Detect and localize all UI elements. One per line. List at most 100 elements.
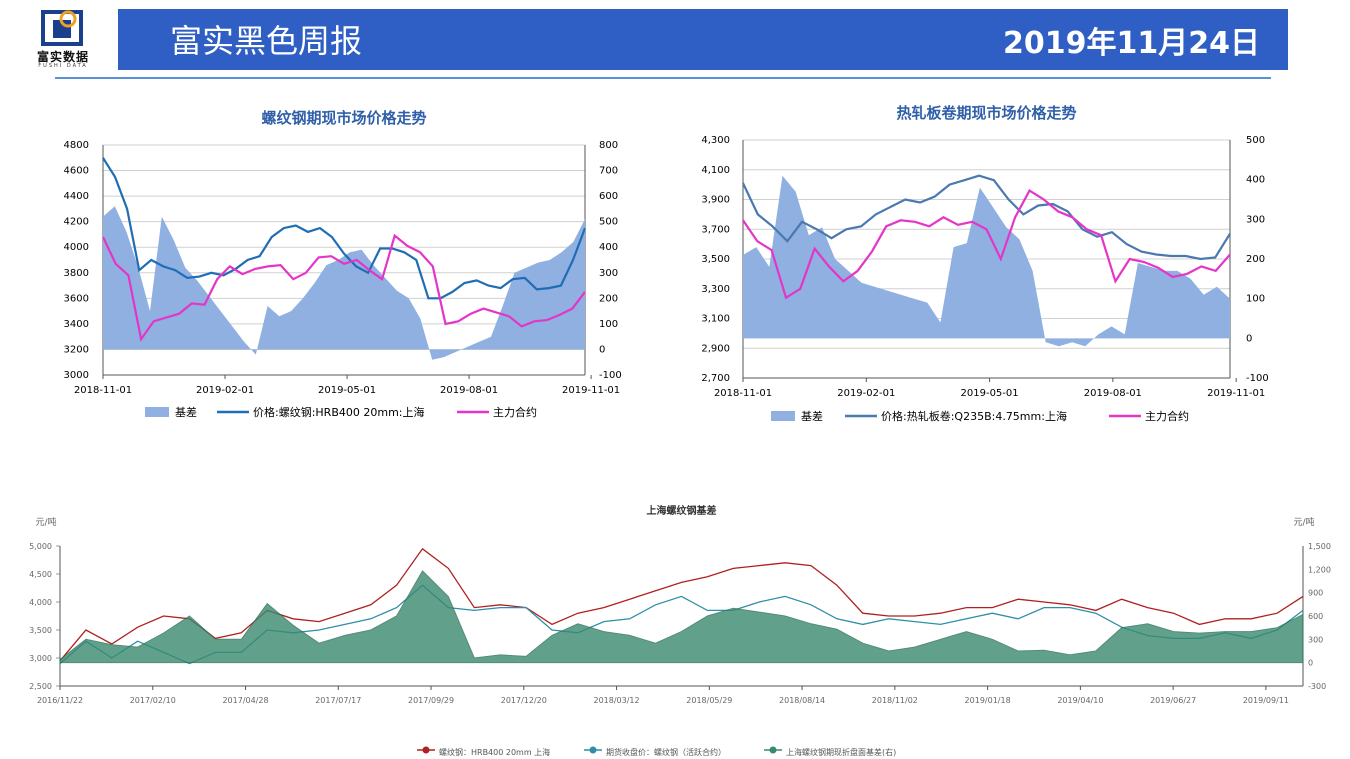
y-right-tick-label: -300 [1308, 682, 1326, 691]
y-right-tick-label: 300 [1246, 214, 1265, 225]
legend-label: 价格:热轧板卷:Q235B:4.75mm:上海 [881, 409, 1067, 423]
y-left-tick-label: 4,300 [701, 135, 730, 146]
y-right-tick-label: 0 [1246, 333, 1252, 344]
x-tick-label: 2017/07/17 [315, 696, 361, 705]
y-right-tick-label: 200 [1246, 254, 1265, 265]
legend-marker [589, 746, 597, 754]
y-left-tick-label: 2,700 [701, 373, 730, 384]
series-line-1 [742, 174, 1231, 261]
y-right-tick-label: 600 [1308, 612, 1323, 621]
legend-marker [769, 746, 777, 754]
y-left-tick-label: 3400 [64, 319, 89, 330]
y-right-tick-label: 400 [599, 242, 618, 253]
y-left-tick-label: 4,000 [29, 598, 52, 607]
legend-label: 螺纹钢：HRB400 20mm 上海 [439, 747, 550, 757]
y-left-tick-label: 4600 [64, 166, 89, 177]
y-left-tick-label: 4400 [64, 191, 89, 202]
legend-label: 主力合约 [1145, 409, 1189, 423]
y-right-tick-label: 300 [1308, 635, 1323, 644]
y-left-tick-label: 4000 [64, 242, 89, 253]
y-left-tick-label: 4,100 [701, 165, 730, 176]
x-tick-label: 2017/09/29 [408, 696, 454, 705]
x-tick-label: 2017/02/10 [130, 696, 176, 705]
y-right-tick-label: 300 [599, 268, 618, 279]
y-right-tick-label: 200 [599, 293, 618, 304]
x-tick-label: 2019-11-01 [562, 385, 620, 396]
y-right-tick-label: 1,200 [1308, 565, 1331, 574]
series-line-1 [102, 157, 587, 300]
legend-label: 上海螺纹钢期现折盘面基差(右) [786, 747, 896, 757]
x-tick-label: 2018/11/02 [872, 696, 918, 705]
y-right-tick-label: 0 [1308, 659, 1313, 668]
x-tick-label: 2019-08-01 [1084, 388, 1142, 399]
report-title: 富实黑色周报 [170, 22, 363, 60]
legend-label: 基差 [175, 405, 197, 419]
chart-title-2: 上海螺纹钢基差 [647, 504, 717, 517]
legend-marker [422, 746, 430, 754]
series-area-0 [103, 206, 585, 360]
legend-swatch [771, 411, 795, 421]
logo-subtext: FUSHI DATA [38, 63, 88, 69]
x-tick-label: 2017/04/28 [222, 696, 268, 705]
x-tick-label: 2019-11-01 [1207, 388, 1265, 399]
y-left-tick-label: 3,300 [701, 284, 730, 295]
y-right-tick-label: 400 [1246, 175, 1265, 186]
y-left-tick-label: 3000 [64, 370, 89, 381]
legend-label: 价格:螺纹钢:HRB400 20mm:上海 [253, 405, 425, 419]
y-left-tick-label: 3,900 [701, 195, 730, 206]
y-right-tick-label: -100 [1246, 373, 1269, 384]
chart-title-0: 螺纹钢期现市场价格走势 [261, 109, 426, 127]
y-left-tick-label: 4200 [64, 217, 89, 228]
header-bar [118, 9, 1288, 70]
x-tick-label: 2019-05-01 [318, 385, 376, 396]
y-left-tick-label: 4800 [64, 140, 89, 151]
x-tick-label: 2019-05-01 [961, 388, 1019, 399]
x-tick-label: 2019-02-01 [196, 385, 254, 396]
y-left-tick-label: 3,100 [701, 314, 730, 325]
x-tick-label: 2018-11-01 [714, 388, 772, 399]
y-left-tick-label: 3,500 [701, 254, 730, 265]
series-line-2 [102, 233, 586, 342]
y-left-tick-label: 3,000 [29, 654, 52, 663]
y-right-tick-label: 600 [599, 191, 618, 202]
legend-label: 期货收盘价：螺纹钢（活跃合约） [606, 747, 726, 757]
y-left-tick-label: 3800 [64, 268, 89, 279]
x-tick-label: 2019/06/27 [1150, 696, 1196, 705]
x-tick-label: 2017/12/20 [501, 696, 547, 705]
y-left-tick-label: 3600 [64, 293, 89, 304]
y-right-tick-label: 900 [1308, 589, 1323, 598]
y-right-tick-label: 800 [599, 140, 618, 151]
y-right-tick-label: 700 [599, 166, 618, 177]
y-left-tick-label: 3,500 [29, 626, 52, 635]
legend-label: 基差 [801, 409, 823, 423]
y-right-tick-label: -100 [599, 370, 622, 381]
x-tick-label: 2019-02-01 [837, 388, 895, 399]
y-right-tick-label: 0 [599, 344, 605, 355]
y-left-tick-label: 3200 [64, 344, 89, 355]
x-tick-label: 2018/03/12 [594, 696, 640, 705]
legend-label: 主力合约 [493, 405, 537, 419]
y-left-tick-label: 4,500 [29, 570, 52, 579]
series-area-0 [743, 175, 1230, 347]
y-left-tick-label: 2,900 [701, 343, 730, 354]
x-tick-label: 2019/04/10 [1057, 696, 1103, 705]
header-divider [55, 77, 1271, 79]
x-tick-label: 2016/11/22 [37, 696, 83, 705]
unit-right-label: 元/吨 [1293, 516, 1314, 528]
y-left-tick-label: 2,500 [29, 682, 52, 691]
logo-text: 富实数据 [36, 50, 89, 64]
company-logo [10, 8, 116, 72]
report-date: 2019年11月24日 [1003, 26, 1260, 61]
x-tick-label: 2019/01/18 [965, 696, 1011, 705]
y-right-tick-label: 100 [599, 319, 618, 330]
series-line-2 [742, 189, 1231, 300]
y-left-tick-label: 3,700 [701, 224, 730, 235]
y-right-tick-label: 100 [1246, 294, 1265, 305]
y-right-tick-label: 500 [1246, 135, 1265, 146]
series-area-2 [59, 570, 1304, 664]
y-right-tick-label: 1,500 [1308, 542, 1331, 551]
y-left-tick-label: 5,000 [29, 542, 52, 551]
unit-left-label: 元/吨 [35, 516, 56, 528]
chart-title-1: 热轧板卷期现市场价格走势 [896, 104, 1076, 122]
